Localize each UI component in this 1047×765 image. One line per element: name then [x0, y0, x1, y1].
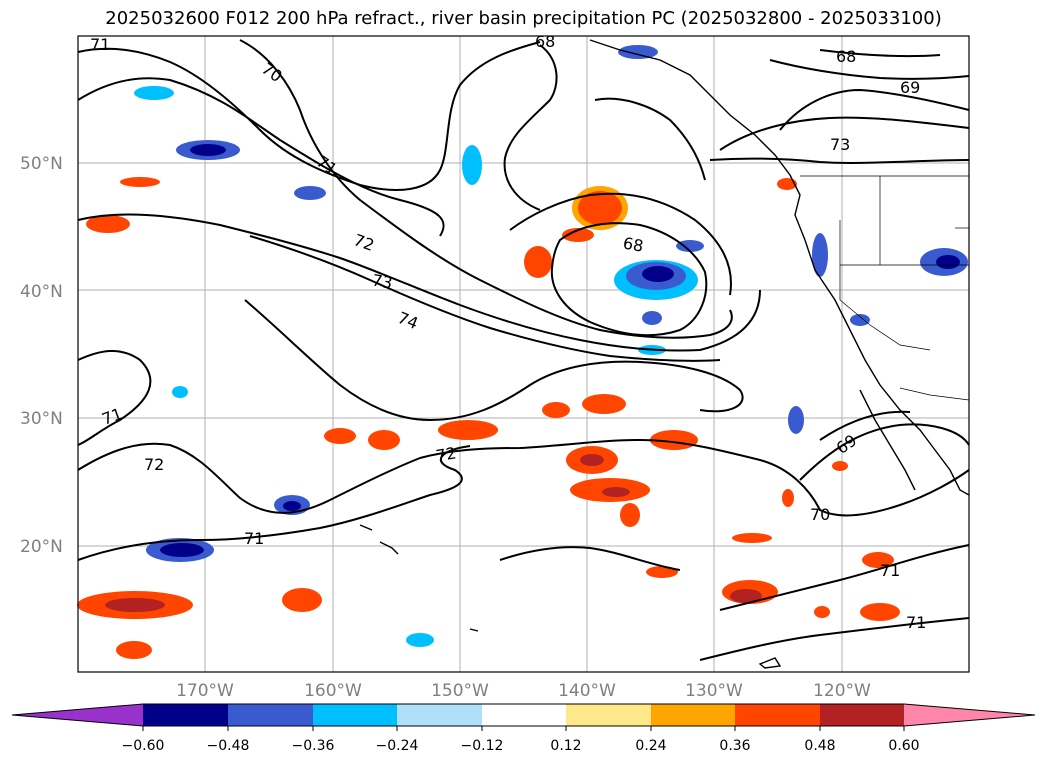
contour-label: 71 [880, 561, 900, 580]
contour-label: 69 [900, 78, 920, 97]
colorbar-extension-max [904, 704, 1035, 726]
colorbar-extension-min [12, 704, 143, 726]
lat-label-50n: 50°N [20, 154, 63, 174]
colorbar-segment [482, 704, 566, 726]
precipitation-positive-patches [77, 177, 900, 659]
contour-label: 71 [244, 529, 264, 548]
contour-label: 68 [836, 47, 856, 66]
contour-label: 72 [434, 443, 457, 465]
lat-label-20n: 20°N [20, 537, 63, 557]
colorbar-segment [143, 704, 228, 726]
contour-label: 68 [535, 32, 555, 51]
contour-label: 72 [144, 455, 164, 474]
colorbar-tick-label: 0.60 [888, 738, 919, 754]
precipitation-negative-patches [134, 45, 968, 647]
colorbar-segment [397, 704, 482, 726]
colorbar-segment [228, 704, 313, 726]
colorbar-tick-label: 0.24 [635, 738, 666, 754]
contour-label: 71 [906, 613, 926, 632]
lon-label-120w: 120°W [813, 681, 871, 701]
map-background [78, 36, 969, 672]
colorbar-segment [566, 704, 651, 726]
lat-label-30n: 30°N [20, 409, 63, 429]
colorbar: −0.60 −0.48 −0.36 −0.24 −0.12 0.12 0.24 … [11, 703, 1036, 754]
contour-label: 71 [90, 35, 110, 54]
colorbar-tick-label: −0.48 [207, 738, 250, 754]
lon-label-170w: 170°W [176, 681, 234, 701]
colorbar-segment [651, 704, 735, 726]
colorbar-tick-label: −0.60 [122, 738, 165, 754]
lon-label-150w: 150°W [431, 681, 489, 701]
colorbar-segment [735, 704, 820, 726]
colorbar-tick-label: −0.36 [292, 738, 335, 754]
lat-label-40n: 40°N [20, 282, 63, 302]
colorbar-tick-label: −0.24 [376, 738, 419, 754]
lon-label-160w: 160°W [304, 681, 362, 701]
colorbar-tick-label: 0.12 [550, 738, 581, 754]
lon-label-140w: 140°W [558, 681, 616, 701]
contour-label: 68 [622, 233, 645, 255]
graticule [78, 36, 969, 672]
refractivity-contours [77, 39, 970, 661]
colorbar-tick-label: 0.36 [719, 738, 750, 754]
colorbar-tick-label: 0.48 [804, 738, 835, 754]
map-frame [77, 35, 970, 673]
colorbar-segment [820, 704, 904, 726]
contour-label: 73 [830, 135, 850, 154]
colorbar-tick-label: −0.12 [461, 738, 504, 754]
contour-label: 70 [810, 505, 830, 524]
coastlines [359, 39, 970, 669]
contour-label: 73 [371, 270, 394, 292]
lon-label-130w: 130°W [685, 681, 743, 701]
colorbar-segment [313, 704, 397, 726]
political-boundaries [800, 175, 970, 401]
map-title: 2025032600 F012 200 hPa refract., river … [105, 8, 942, 29]
